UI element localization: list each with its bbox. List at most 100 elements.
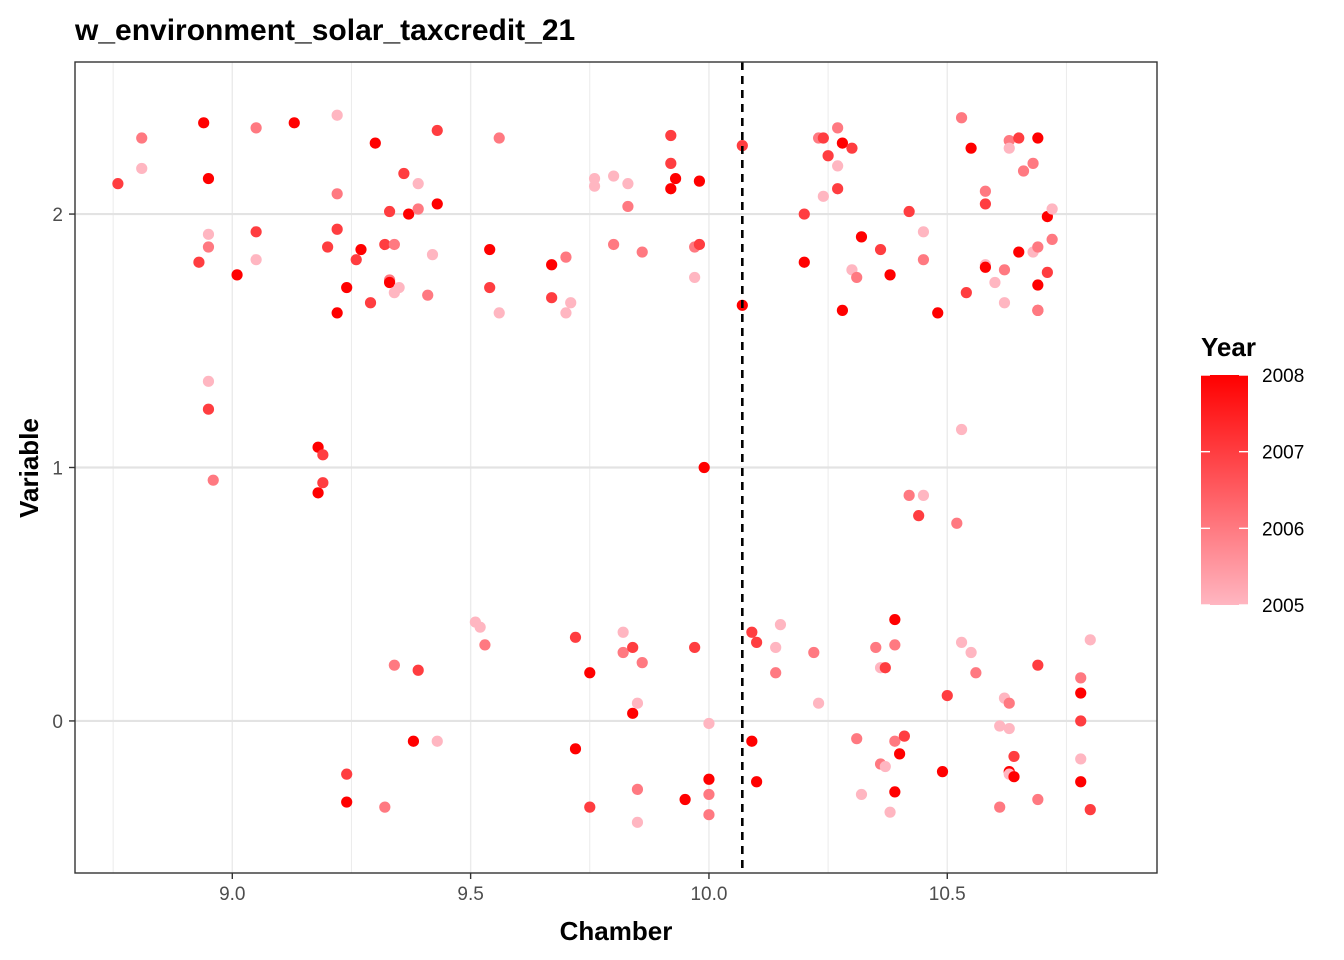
data-point-8 <box>202 375 215 387</box>
data-point-113 <box>817 190 829 202</box>
data-point-65 <box>569 743 582 755</box>
data-point-175 <box>1013 132 1025 144</box>
data-point-50 <box>412 664 424 676</box>
data-point-178 <box>1027 157 1039 169</box>
data-point-122 <box>851 271 863 284</box>
data-point-51 <box>431 735 443 747</box>
legend-label-2: 2007 <box>1262 443 1304 464</box>
data-point-70 <box>608 170 620 182</box>
data-point-193 <box>1075 715 1087 727</box>
data-point-85 <box>665 183 677 195</box>
data-point-43 <box>422 289 434 301</box>
data-point-189 <box>1046 203 1058 215</box>
data-point-14 <box>250 254 262 266</box>
data-point-55 <box>484 243 496 256</box>
data-point-126 <box>870 641 882 654</box>
data-point-150 <box>955 112 968 124</box>
data-point-97 <box>703 809 715 821</box>
data-point-38 <box>393 281 405 294</box>
data-point-155 <box>965 646 977 659</box>
data-point-29 <box>355 243 367 256</box>
data-point-58 <box>493 307 505 319</box>
data-point-23 <box>331 223 343 235</box>
legend-ticks: 2005 2006 2007 2008 <box>1201 366 1304 617</box>
data-point-143 <box>917 489 930 501</box>
data-point-80 <box>631 816 644 828</box>
data-point-169 <box>1003 697 1015 709</box>
data-point-87 <box>679 793 691 806</box>
data-point-118 <box>836 137 849 149</box>
data-point-145 <box>917 226 930 238</box>
data-point-192 <box>1075 687 1087 699</box>
data-point-17 <box>312 487 324 499</box>
data-point-73 <box>617 646 629 659</box>
data-point-67 <box>584 801 596 813</box>
data-point-35 <box>383 276 396 289</box>
legend-label-1: 2006 <box>1262 519 1304 540</box>
data-point-138 <box>894 748 906 760</box>
data-point-30 <box>364 297 377 309</box>
data-point-125 <box>855 788 868 801</box>
data-point-2 <box>136 162 148 175</box>
data-point-115 <box>832 122 844 134</box>
data-point-152 <box>955 636 968 648</box>
data-point-188 <box>1041 266 1053 278</box>
data-point-195 <box>1075 776 1087 788</box>
data-point-59 <box>546 259 558 271</box>
data-point-60 <box>546 292 558 304</box>
data-point-27 <box>341 796 353 808</box>
data-point-149 <box>951 517 963 529</box>
x-axis-title: Chamber <box>560 916 673 946</box>
data-point-15 <box>288 117 300 129</box>
data-point-61 <box>560 251 572 263</box>
data-point-13 <box>250 226 262 238</box>
data-point-90 <box>689 641 701 654</box>
data-point-93 <box>698 461 710 474</box>
data-point-153 <box>960 287 972 299</box>
data-point-139 <box>898 730 910 742</box>
data-point-7 <box>202 241 215 253</box>
data-point-157 <box>979 185 992 197</box>
data-point-194 <box>1075 753 1087 765</box>
data-point-134 <box>889 613 901 626</box>
data-point-119 <box>836 304 849 316</box>
data-point-102 <box>751 636 763 648</box>
data-point-81 <box>636 246 648 258</box>
data-point-156 <box>970 667 982 679</box>
data-point-41 <box>412 178 424 190</box>
data-point-89 <box>689 271 701 284</box>
x-axis: 9.0 9.5 10.0 10.5 <box>219 873 966 905</box>
data-point-162 <box>994 720 1006 732</box>
data-point-142 <box>913 510 925 522</box>
x-tick-label-2: 10.0 <box>690 884 727 905</box>
legend-label-3: 2008 <box>1262 366 1304 387</box>
data-point-66 <box>584 667 596 679</box>
y-tick-label-1: 1 <box>52 459 63 480</box>
data-point-96 <box>703 788 715 801</box>
data-point-12 <box>250 122 262 134</box>
data-point-78 <box>631 697 644 709</box>
data-point-112 <box>817 132 829 144</box>
data-point-28 <box>350 254 362 266</box>
data-point-0 <box>112 178 124 190</box>
data-point-31 <box>369 137 381 149</box>
data-point-11 <box>231 269 243 281</box>
grid-lines <box>75 62 1157 873</box>
data-point-18 <box>317 449 329 461</box>
legend-colorbar <box>1201 375 1248 605</box>
data-point-24 <box>331 307 343 319</box>
data-point-98 <box>736 140 748 152</box>
data-point-95 <box>703 773 715 785</box>
data-point-132 <box>884 269 896 281</box>
data-point-110 <box>812 697 825 709</box>
data-point-82 <box>636 657 648 669</box>
data-point-154 <box>965 142 977 154</box>
data-point-116 <box>832 160 844 172</box>
data-point-165 <box>998 297 1011 309</box>
x-tick-label-1: 9.5 <box>457 884 483 905</box>
data-point-46 <box>431 198 443 210</box>
data-point-147 <box>936 766 949 778</box>
data-point-151 <box>955 423 968 436</box>
data-point-140 <box>903 205 915 218</box>
